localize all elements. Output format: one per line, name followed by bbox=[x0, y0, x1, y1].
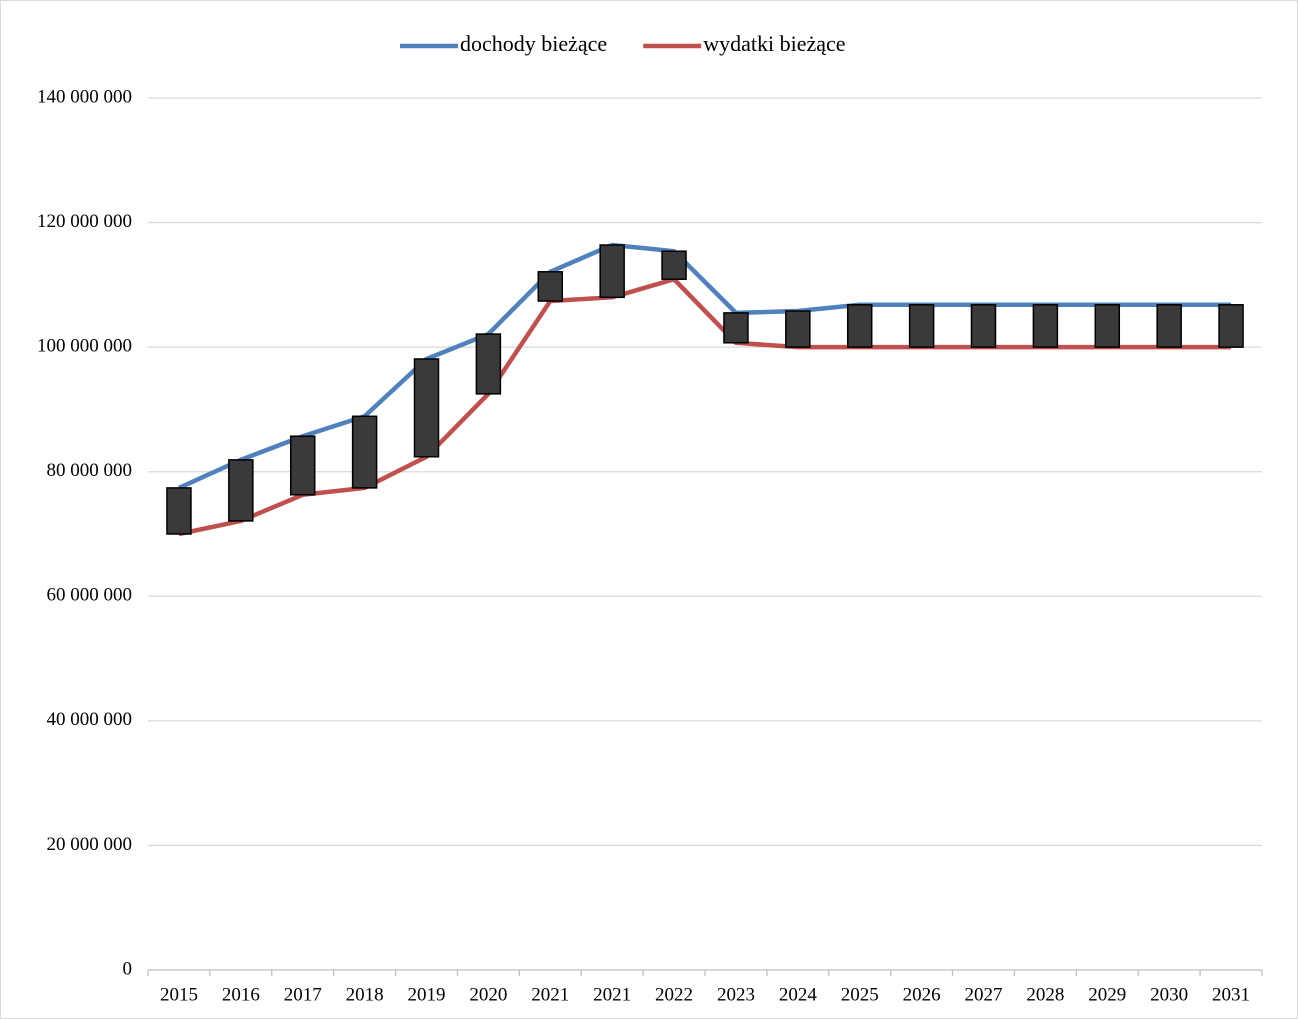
y-tick-label: 80 000 000 bbox=[47, 460, 133, 481]
x-tick-label: 2030 bbox=[1150, 984, 1188, 1005]
x-tick-label: 2023 bbox=[717, 984, 755, 1005]
up-down-bar bbox=[785, 310, 811, 348]
y-tick-label: 120 000 000 bbox=[37, 211, 132, 232]
up-down-bar bbox=[166, 487, 192, 535]
up-down-bar bbox=[599, 244, 625, 299]
y-tick-label: 40 000 000 bbox=[47, 709, 133, 730]
x-tick-label: 2021 bbox=[593, 984, 631, 1005]
x-tick-label: 2016 bbox=[222, 984, 260, 1005]
up-down-bar bbox=[723, 312, 749, 344]
up-down-bar bbox=[413, 358, 440, 458]
x-tick-label: 2031 bbox=[1212, 984, 1250, 1005]
up-down-bar bbox=[970, 304, 997, 348]
x-tick-label: 2022 bbox=[655, 984, 693, 1005]
y-tick-label: 100 000 000 bbox=[37, 336, 132, 357]
legend-label: dochody bieżące bbox=[460, 31, 607, 56]
up-down-bar bbox=[846, 304, 873, 348]
x-tick-label: 2015 bbox=[160, 984, 198, 1005]
up-down-bar bbox=[228, 459, 254, 522]
up-down-bar bbox=[908, 304, 935, 348]
up-down-bar bbox=[475, 333, 502, 395]
up-down-bar bbox=[1094, 304, 1121, 348]
x-tick-label: 2026 bbox=[903, 984, 941, 1005]
x-tick-label: 2029 bbox=[1088, 984, 1126, 1005]
y-tick-label: 140 000 000 bbox=[37, 86, 132, 107]
x-tick-label: 2018 bbox=[346, 984, 384, 1005]
up-down-bar bbox=[1032, 304, 1059, 348]
up-down-bar bbox=[1218, 304, 1244, 348]
x-tick-label: 2021 bbox=[531, 984, 569, 1005]
x-tick-label: 2020 bbox=[469, 984, 507, 1005]
up-down-bar bbox=[661, 250, 687, 281]
x-tick-label: 2019 bbox=[408, 984, 446, 1005]
up-down-bar bbox=[1156, 304, 1182, 348]
x-tick-label: 2017 bbox=[284, 984, 322, 1005]
up-down-bar bbox=[289, 435, 316, 496]
y-tick-label: 20 000 000 bbox=[47, 834, 133, 855]
x-tick-label: 2025 bbox=[841, 984, 879, 1005]
legend-label: wydatki bieżące bbox=[703, 31, 845, 56]
up-down-bar bbox=[537, 271, 564, 302]
up-down-bar bbox=[351, 415, 378, 489]
y-tick-label: 0 bbox=[123, 958, 133, 979]
x-tick-label: 2024 bbox=[779, 984, 818, 1005]
y-tick-label: 60 000 000 bbox=[47, 585, 133, 606]
x-tick-label: 2027 bbox=[965, 984, 1003, 1005]
x-tick-label: 2028 bbox=[1026, 984, 1064, 1005]
